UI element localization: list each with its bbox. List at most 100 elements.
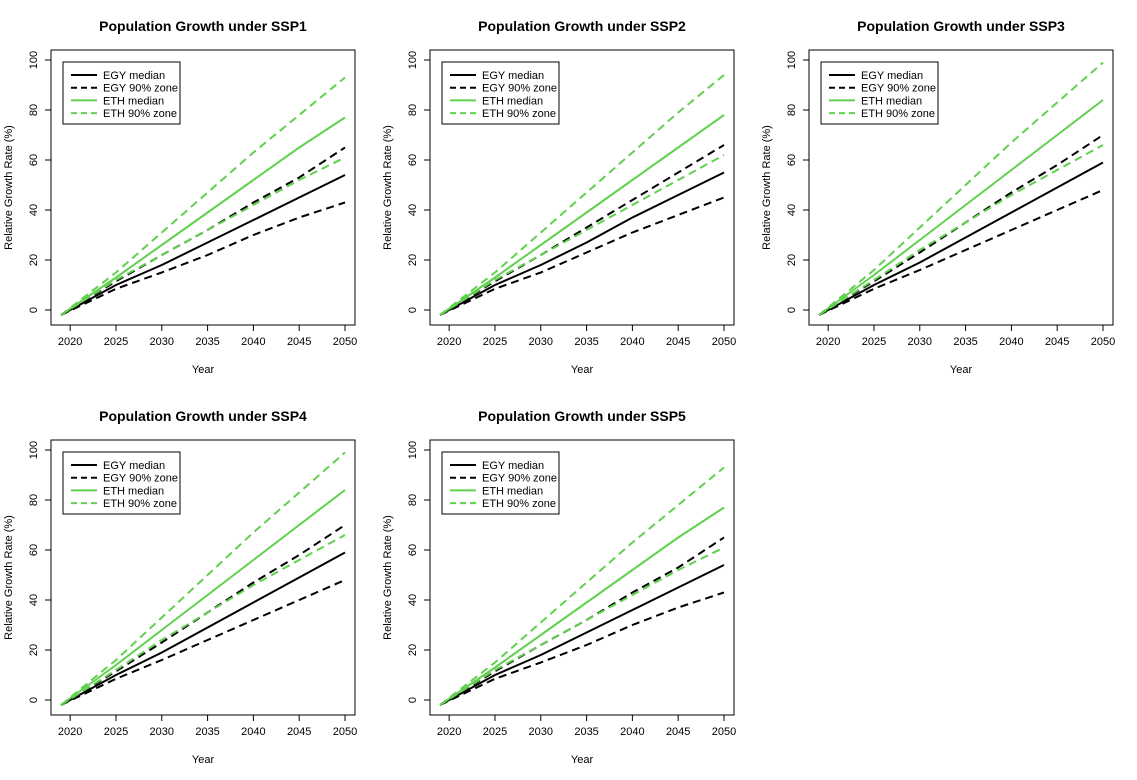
legend-frame (62, 451, 181, 515)
x-tick-label: 2035 (195, 336, 219, 348)
legend-label: EGY 90% zone (103, 473, 178, 485)
y-tick-label: 80 (28, 494, 40, 506)
y-tick-label: 40 (407, 594, 419, 606)
x-tick-label: 2020 (58, 726, 82, 738)
y-tick-label: 60 (407, 544, 419, 556)
x-tick-label: 2040 (999, 336, 1023, 348)
series-line-egy-90-zone-lower (818, 189, 1104, 316)
chart-title: Population Growth under SSP2 (478, 18, 686, 34)
y-tick-label: 80 (407, 494, 419, 506)
y-tick-label: 40 (28, 594, 40, 606)
x-tick-label: 2035 (574, 336, 598, 348)
x-tick-label: 2030 (150, 336, 174, 348)
legend-label: EGY 90% zone (482, 473, 557, 485)
y-tick-label: 80 (407, 104, 419, 116)
y-tick-label: 20 (28, 644, 40, 656)
series-line-egy-90-zone-lower (439, 196, 725, 316)
legend-label: ETH median (103, 95, 164, 107)
series-line-eth-median (439, 114, 725, 316)
x-tick-label: 2045 (1045, 336, 1069, 348)
y-tick-label: 60 (786, 154, 798, 166)
legend-label: EGY median (103, 70, 165, 82)
y-tick-label: 20 (407, 254, 419, 266)
series-line-eth-median (60, 116, 346, 316)
y-tick-label: 0 (407, 307, 419, 313)
x-tick-label: 2020 (437, 726, 461, 738)
y-tick-label: 60 (28, 544, 40, 556)
x-tick-label: 2040 (620, 726, 644, 738)
series-line-egy-90-zone-upper (818, 134, 1104, 316)
y-tick-label: 40 (28, 204, 40, 216)
x-tick-label: 2030 (529, 726, 553, 738)
legend-label: EGY median (861, 70, 923, 82)
series-line-egy-90-zone-upper (60, 524, 346, 706)
y-tick-label: 0 (28, 697, 40, 703)
series-line-eth-90-zone-upper (60, 451, 346, 706)
legend-label: ETH median (861, 95, 922, 107)
y-tick-label: 60 (28, 154, 40, 166)
x-tick-label: 2050 (333, 336, 357, 348)
x-tick-label: 2045 (287, 726, 311, 738)
x-tick-label: 2025 (483, 726, 507, 738)
series-line-egy-median (60, 551, 346, 706)
legend-label: ETH 90% zone (482, 108, 556, 120)
panel-ssp2: Population Growth under SSP2 2020 2025 2030… (382, 18, 736, 376)
x-tick-label: 2025 (862, 336, 886, 348)
y-tick-label: 40 (786, 204, 798, 216)
series-line-eth-90-zone-lower (439, 546, 725, 706)
series-line-eth-90-zone-upper (60, 76, 346, 316)
series-line-egy-median (818, 161, 1104, 316)
series-line-egy-90-zone-lower (60, 579, 346, 706)
y-tick-label: 80 (786, 104, 798, 116)
x-tick-label: 2050 (1091, 336, 1115, 348)
y-tick-label: 100 (28, 51, 40, 69)
y-tick-label: 100 (28, 441, 40, 459)
series-line-egy-median (439, 564, 725, 706)
y-tick-label: 20 (407, 644, 419, 656)
x-tick-label: 2045 (666, 336, 690, 348)
legend-label: EGY 90% zone (482, 83, 557, 95)
x-tick-label: 2040 (620, 336, 644, 348)
x-tick-label: 2020 (437, 336, 461, 348)
legend-label: ETH 90% zone (861, 108, 935, 120)
y-axis-label: Relative Growth Rate (%) (3, 515, 15, 640)
x-tick-label: 2025 (483, 336, 507, 348)
x-axis-label: Year (571, 364, 594, 376)
x-tick-label: 2045 (666, 726, 690, 738)
panel-ssp1: Population Growth under SSP1 2020 2025 2030… (3, 18, 357, 376)
legend-label: ETH median (482, 485, 543, 497)
legend-label: ETH 90% zone (103, 498, 177, 510)
legend-label: EGY median (103, 460, 165, 472)
x-tick-label: 2050 (712, 726, 736, 738)
y-tick-label: 0 (28, 307, 40, 313)
x-tick-label: 2050 (333, 726, 357, 738)
x-tick-label: 2020 (816, 336, 840, 348)
series-line-eth-median (439, 506, 725, 706)
legend-label: EGY median (482, 460, 544, 472)
x-tick-label: 2030 (908, 336, 932, 348)
y-axis-label: Relative Growth Rate (%) (3, 125, 15, 250)
y-tick-label: 100 (786, 51, 798, 69)
x-tick-label: 2025 (104, 726, 128, 738)
x-axis-label: Year (950, 364, 973, 376)
series-line-egy-90-zone-upper (439, 144, 725, 316)
legend-label: ETH 90% zone (482, 498, 556, 510)
x-tick-label: 2030 (150, 726, 174, 738)
x-tick-label: 2035 (195, 726, 219, 738)
legend-label: ETH median (103, 485, 164, 497)
y-axis-label: Relative Growth Rate (%) (382, 515, 394, 640)
y-tick-label: 40 (407, 204, 419, 216)
x-tick-label: 2035 (574, 726, 598, 738)
x-tick-label: 2040 (241, 336, 265, 348)
y-tick-label: 20 (28, 254, 40, 266)
series-line-eth-90-zone-lower (818, 144, 1104, 316)
legend-label: ETH median (482, 95, 543, 107)
legend-label: EGY 90% zone (103, 83, 178, 95)
series-line-eth-90-zone-lower (439, 154, 725, 316)
y-tick-label: 100 (407, 441, 419, 459)
